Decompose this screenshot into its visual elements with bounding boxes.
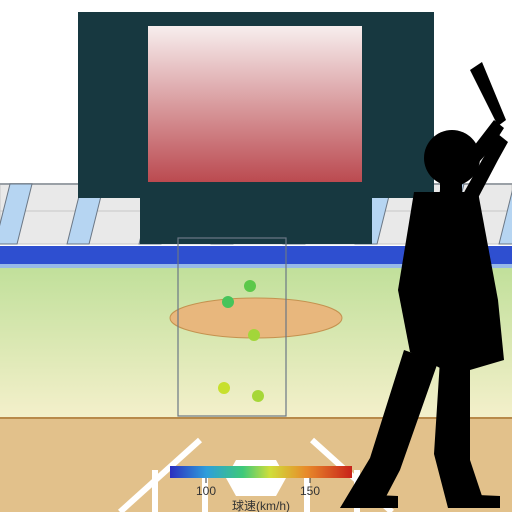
scoreboard-base xyxy=(140,198,372,244)
pitch-marker xyxy=(244,280,256,292)
legend-tick-label: 100 xyxy=(196,484,216,498)
scoreboard-screen xyxy=(148,26,362,182)
pitch-location-chart: 100 150 球速(km/h) xyxy=(0,0,512,512)
pitch-marker xyxy=(222,296,234,308)
chart-svg: 100 150 球速(km/h) xyxy=(0,0,512,512)
legend-tick-label: 150 xyxy=(300,484,320,498)
legend-colorbar xyxy=(170,466,352,478)
legend-axis-label: 球速(km/h) xyxy=(232,499,290,512)
pitch-marker xyxy=(218,382,230,394)
pitch-marker xyxy=(248,329,260,341)
pitch-marker xyxy=(252,390,264,402)
